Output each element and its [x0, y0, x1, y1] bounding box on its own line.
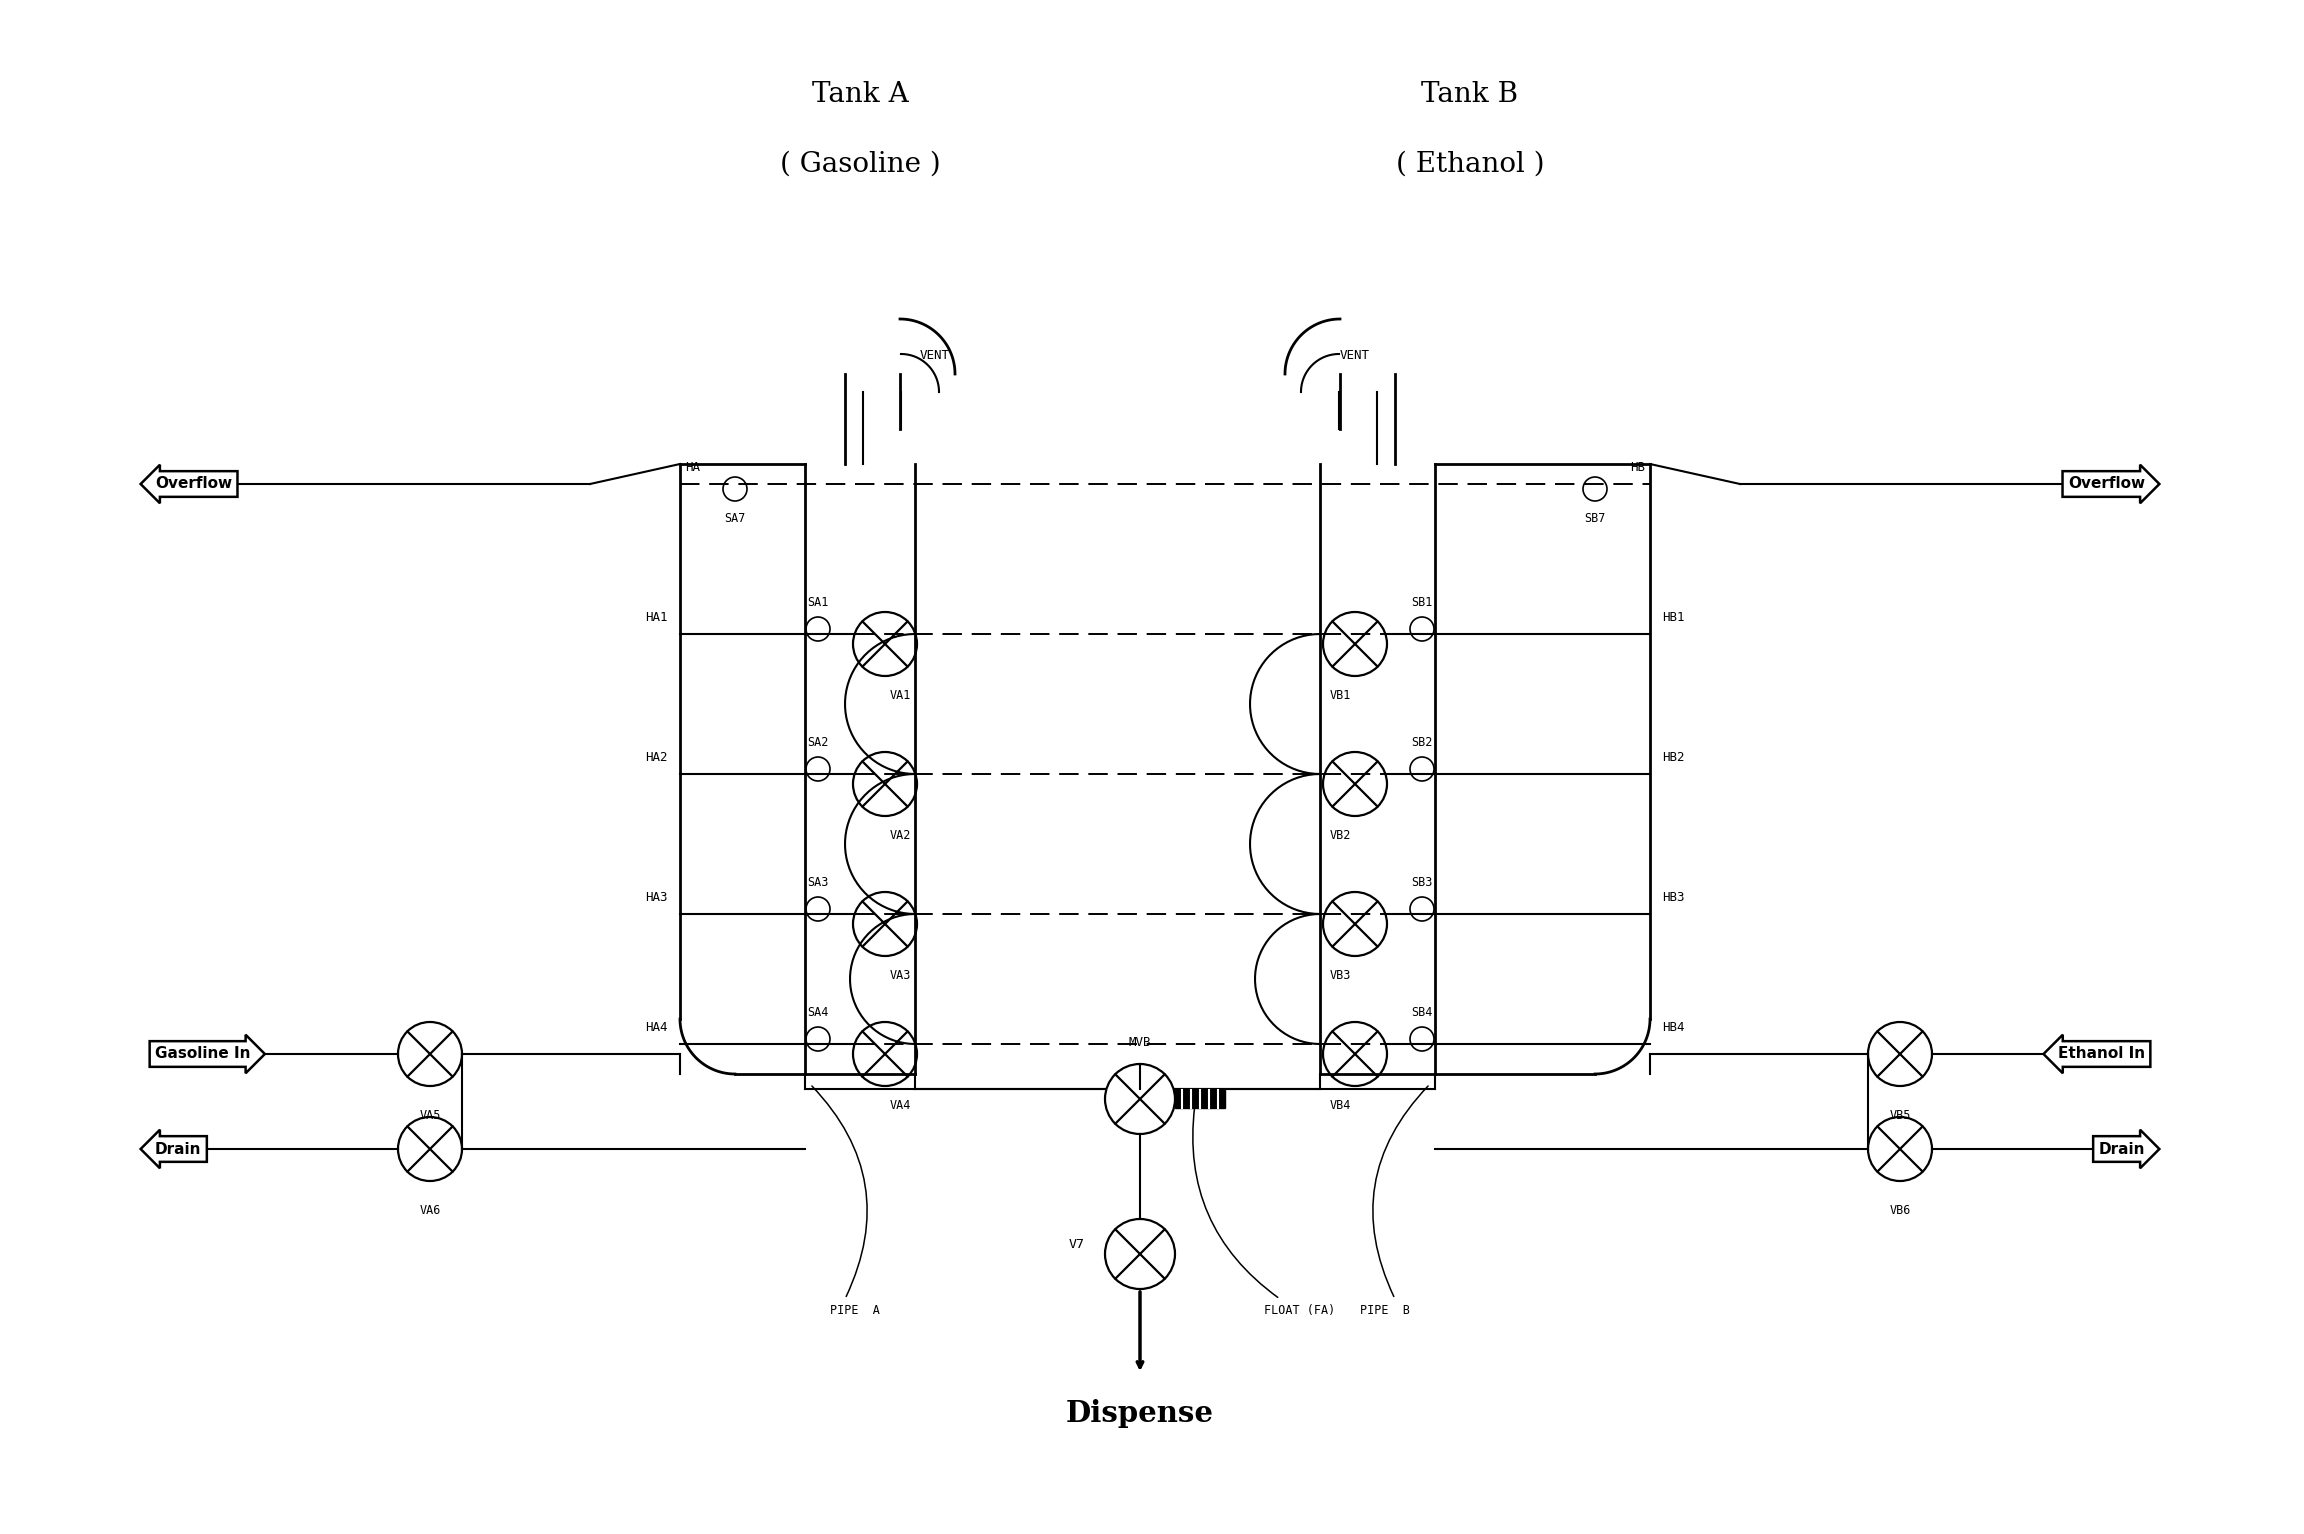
Text: HB4: HB4 — [1661, 1022, 1684, 1034]
Text: SB4: SB4 — [1412, 1006, 1433, 1019]
Text: HB: HB — [1629, 462, 1645, 474]
Text: SA4: SA4 — [806, 1006, 829, 1019]
Text: HB1: HB1 — [1661, 611, 1684, 624]
Text: SA7: SA7 — [723, 512, 746, 525]
Text: HA1: HA1 — [645, 611, 668, 624]
Text: VA1: VA1 — [889, 689, 910, 703]
Text: Overflow: Overflow — [154, 477, 233, 491]
Text: VA6: VA6 — [419, 1204, 440, 1216]
Bar — [1175, 1091, 1226, 1108]
Text: SB2: SB2 — [1412, 736, 1433, 749]
Text: VENT: VENT — [919, 350, 949, 362]
Text: PIPE  B: PIPE B — [1359, 1304, 1410, 1318]
Text: SB7: SB7 — [1585, 512, 1606, 525]
Text: VA3: VA3 — [889, 969, 910, 982]
Text: Drain: Drain — [154, 1141, 200, 1157]
Text: FLOAT (FA): FLOAT (FA) — [1265, 1304, 1336, 1318]
Text: SA2: SA2 — [806, 736, 829, 749]
Text: VA2: VA2 — [889, 828, 910, 842]
Text: SB1: SB1 — [1412, 597, 1433, 609]
Text: HA3: HA3 — [645, 891, 668, 904]
Text: VB3: VB3 — [1329, 969, 1350, 982]
Text: SA1: SA1 — [806, 597, 829, 609]
Text: Drain: Drain — [2099, 1141, 2145, 1157]
Text: SB3: SB3 — [1412, 876, 1433, 890]
Text: VB6: VB6 — [1889, 1204, 1910, 1216]
Text: Overflow: Overflow — [2069, 477, 2145, 491]
Text: VB4: VB4 — [1329, 1098, 1350, 1112]
Text: Gasoline In: Gasoline In — [154, 1046, 251, 1062]
Text: HA: HA — [684, 462, 700, 474]
Text: PIPE  A: PIPE A — [829, 1304, 880, 1318]
Text: Dispense: Dispense — [1067, 1399, 1214, 1428]
Text: HA2: HA2 — [645, 752, 668, 764]
Text: VB1: VB1 — [1329, 689, 1350, 703]
Text: ( Gasoline ): ( Gasoline ) — [779, 150, 940, 178]
Text: Ethanol In: Ethanol In — [2057, 1046, 2145, 1062]
Text: SA3: SA3 — [806, 876, 829, 890]
Text: V7: V7 — [1069, 1238, 1085, 1250]
Text: ( Ethanol ): ( Ethanol ) — [1396, 150, 1544, 178]
Text: VB2: VB2 — [1329, 828, 1350, 842]
Text: Tank B: Tank B — [1422, 80, 1518, 107]
Text: VB5: VB5 — [1889, 1109, 1910, 1121]
Text: HB2: HB2 — [1661, 752, 1684, 764]
Text: VA4: VA4 — [889, 1098, 910, 1112]
Text: HA4: HA4 — [645, 1022, 668, 1034]
Text: MVB: MVB — [1129, 1035, 1152, 1049]
Text: HB3: HB3 — [1661, 891, 1684, 904]
Text: VENT: VENT — [1341, 350, 1371, 362]
Text: VA5: VA5 — [419, 1109, 440, 1121]
Text: Tank A: Tank A — [811, 80, 908, 107]
